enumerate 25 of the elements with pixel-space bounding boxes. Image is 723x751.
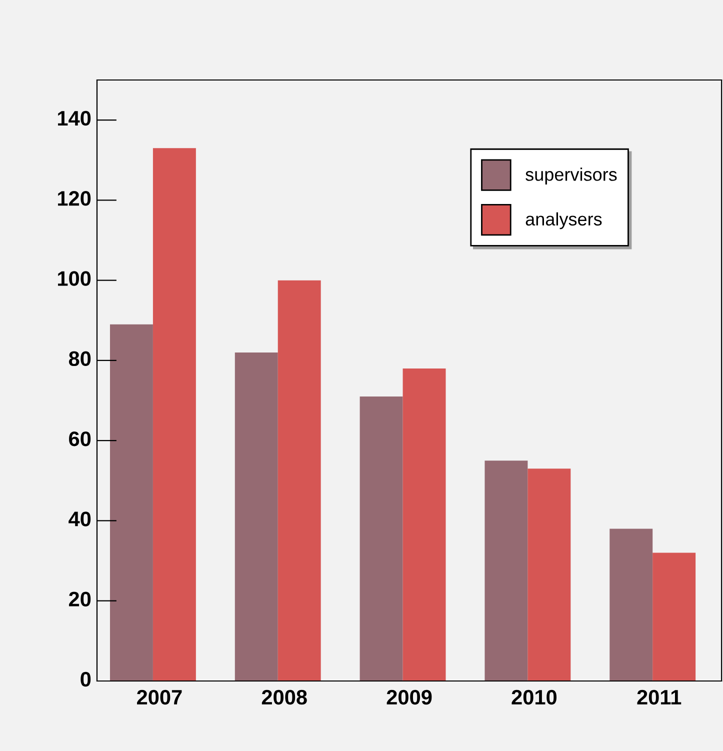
legend-label: supervisors xyxy=(526,168,617,184)
y-tick-label: 100 xyxy=(58,271,91,286)
x-tick-label: 2008 xyxy=(262,690,307,705)
x-tick-label: 2011 xyxy=(637,690,682,705)
y-tick-label: 60 xyxy=(69,431,91,446)
y-tick-label: 140 xyxy=(58,110,91,126)
bar xyxy=(110,324,153,681)
legend-label: analysers xyxy=(526,212,602,230)
bar xyxy=(528,468,571,681)
y-tick-label: 120 xyxy=(58,191,91,206)
y-tick-label: 40 xyxy=(68,512,91,526)
bar xyxy=(152,148,196,681)
bar xyxy=(278,280,321,681)
y-tick-label: 20 xyxy=(68,592,91,606)
bar xyxy=(610,528,653,681)
y-tick-label: 0 xyxy=(80,672,91,687)
bar xyxy=(652,552,696,681)
bar xyxy=(360,396,403,681)
bar xyxy=(484,460,528,681)
y-tick-label: 80 xyxy=(68,351,91,366)
x-tick-label: 2007 xyxy=(137,690,182,705)
x-tick-label: 2009 xyxy=(386,690,432,705)
x-tick-label: 2010 xyxy=(512,690,557,705)
bar xyxy=(234,352,278,681)
bar xyxy=(402,368,446,681)
